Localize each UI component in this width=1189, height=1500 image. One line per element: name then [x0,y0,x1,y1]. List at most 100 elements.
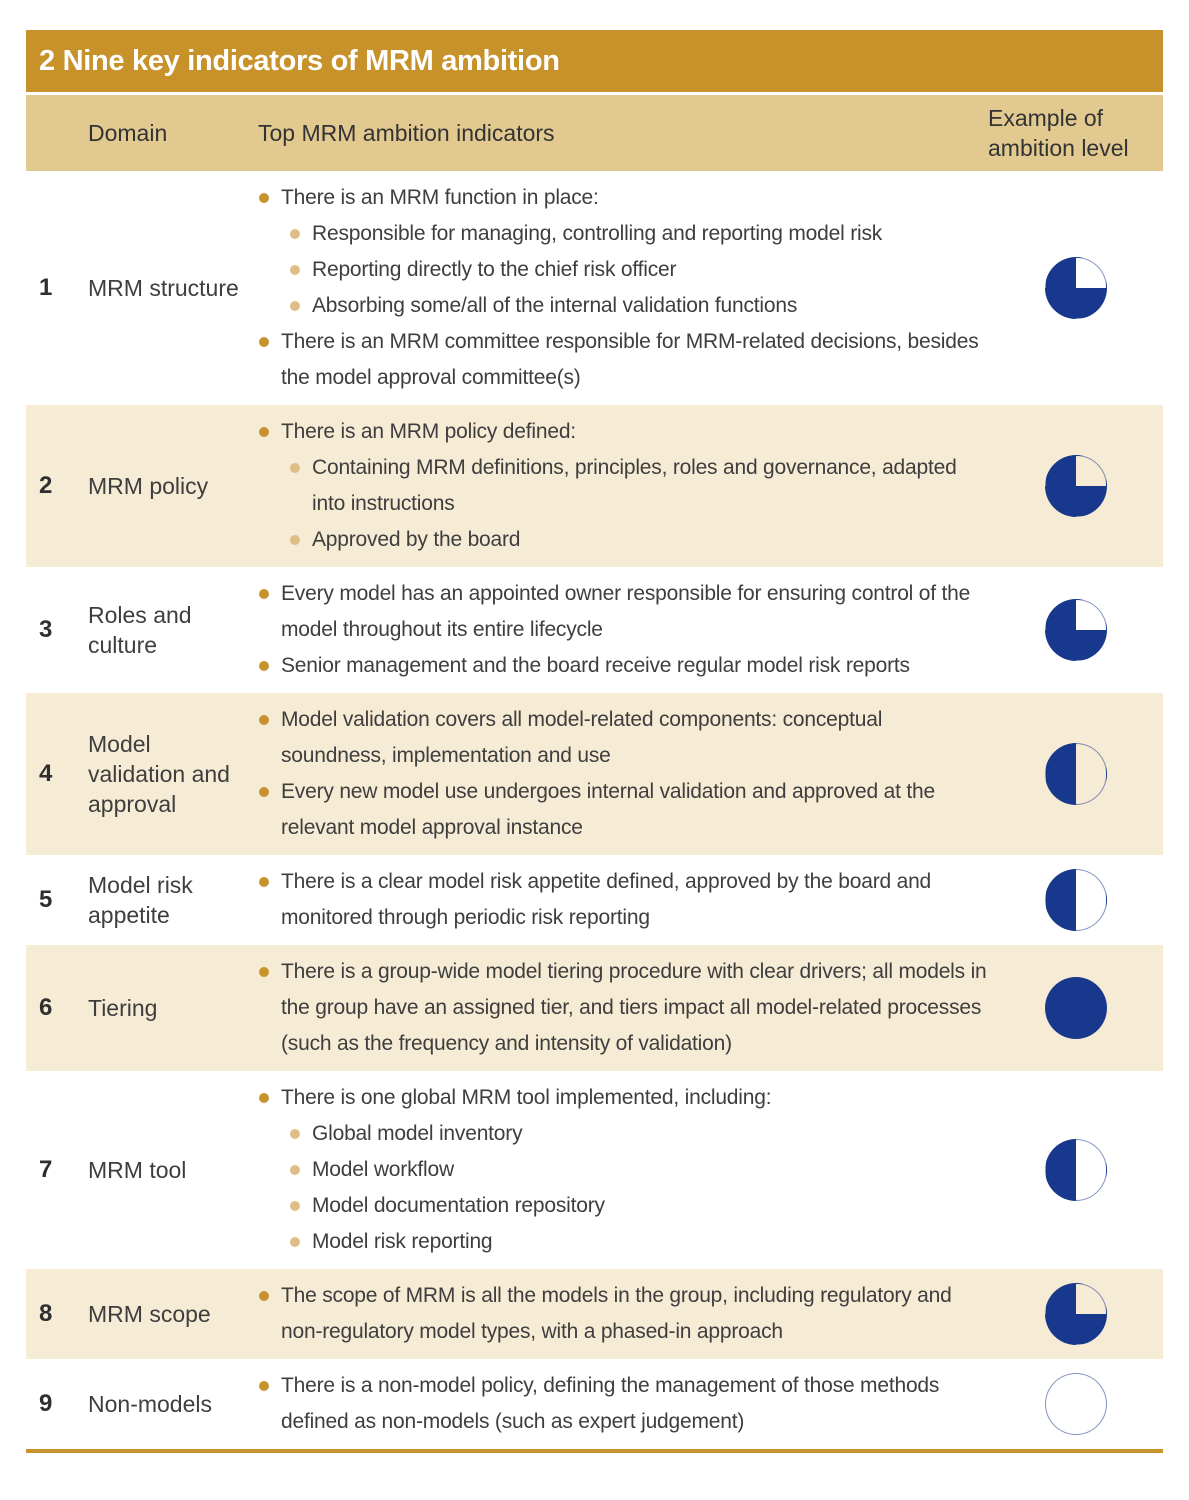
indicator-text: Model documentation repository [312,1194,605,1217]
column-header-domain: Domain [88,119,168,146]
indicator-list: There is a group-wide model tiering proc… [258,954,988,1062]
indicator-list: The scope of MRM is all the models in th… [258,1278,988,1350]
row-number: 3 [39,616,53,643]
ambition-level-pie-icon [1044,1373,1107,1435]
bullet-dot-icon [290,301,300,311]
indicator-text: There is an MRM function in place: [281,186,599,209]
indicator-list: Every model has an appointed owner respo… [258,576,988,684]
indicator-list: There is a clear model risk appetite def… [258,864,988,936]
row-domain: Model risk appetite [88,872,193,928]
ambition-level-pie-icon [1044,599,1107,661]
table-row: 1 MRM structure There is an MRM function… [26,171,1163,405]
row-ambition-cell [988,405,1163,567]
row-domain: MRM scope [88,1301,211,1327]
indicator-text: Every model has an appointed owner respo… [281,582,971,641]
indicator-bullet-item: There is an MRM function in place: [258,180,988,216]
indicator-text: Senior management and the board receive … [281,654,910,677]
ambition-level-pie-icon [1044,455,1107,517]
indicator-bullet-item: Every new model use undergoes internal v… [258,774,988,846]
indicator-bullet-item: There is a group-wide model tiering proc… [258,954,988,1062]
bullet-dot-icon [259,337,269,347]
row-number: 6 [39,994,53,1021]
row-domain: Non-models [88,1391,212,1417]
indicator-bullet-item: There is an MRM committee responsible fo… [258,324,988,396]
table-row: 7 MRM tool There is one global MRM tool … [26,1071,1163,1269]
indicator-text: Containing MRM definitions, principles, … [312,456,957,515]
row-number: 4 [39,760,53,787]
table-row: 2 MRM policy There is an MRM policy defi… [26,405,1163,567]
row-domain: Model validation and approval [88,731,230,817]
row-indicators: Every model has an appointed owner respo… [258,567,988,693]
row-indicators: There is a group-wide model tiering proc… [258,945,988,1071]
ambition-level-pie-icon [1044,1139,1107,1201]
indicator-text: There is one global MRM tool implemented… [281,1086,772,1109]
row-ambition-cell [988,567,1163,693]
indicator-text: Reporting directly to the chief risk off… [312,258,677,281]
indicator-text: Model workflow [312,1158,454,1181]
row-number: 5 [39,886,53,913]
row-domain: Roles and culture [88,602,192,658]
indicator-list: There is a non-model policy, defining th… [258,1368,988,1440]
column-header-row: Domain Top MRM ambition indicators Examp… [26,95,1163,171]
table-body: 1 MRM structure There is an MRM function… [26,171,1163,1449]
table-row: 5 Model risk appetite There is a clear m… [26,855,1163,945]
row-indicators: There is a non-model policy, defining th… [258,1359,988,1449]
bullet-dot-icon [259,1093,269,1103]
bullet-dot-icon [259,787,269,797]
column-header-indicators: Top MRM ambition indicators [258,119,555,146]
bullet-dot-icon [259,1381,269,1391]
indicator-bullet-item: Reporting directly to the chief risk off… [289,252,988,288]
bullet-dot-icon [259,589,269,599]
indicator-bullet-item: Model validation covers all model-relate… [258,702,988,774]
row-number: 2 [39,472,53,499]
indicator-bullet-item: There is a non-model policy, defining th… [258,1368,988,1440]
indicator-text: There is a non-model policy, defining th… [281,1374,940,1433]
row-number: 8 [39,1300,53,1327]
indicator-bullet-item: Model workflow [289,1152,988,1188]
row-domain: MRM tool [88,1157,187,1183]
indicator-text: Model risk reporting [312,1230,493,1253]
indicator-bullet-item: There is a clear model risk appetite def… [258,864,988,936]
bullet-dot-icon [290,1129,300,1139]
row-ambition-cell [988,171,1163,405]
indicator-text: There is an MRM committee responsible fo… [281,330,979,389]
bullet-dot-icon [259,877,269,887]
bullet-dot-icon [259,427,269,437]
bullet-dot-icon [290,265,300,275]
indicator-text: There is a group-wide model tiering proc… [281,960,987,1055]
bullet-dot-icon [290,1201,300,1211]
row-indicators: There is a clear model risk appetite def… [258,855,988,945]
row-ambition-cell [988,945,1163,1071]
indicator-bullet-item: There is an MRM policy defined: [258,414,988,450]
bullet-dot-icon [290,535,300,545]
bullet-dot-icon [290,1237,300,1247]
indicator-text: The scope of MRM is all the models in th… [281,1284,952,1343]
indicator-list: Model validation covers all model-relate… [258,702,988,846]
table-row: 4 Model validation and approval Model va… [26,693,1163,855]
bottom-rule [26,1449,1163,1453]
indicator-text: Absorbing some/all of the internal valid… [312,294,798,317]
figure-title: 2 Nine key indicators of MRM ambition [39,44,560,77]
indicator-text: Model validation covers all model-relate… [281,708,883,767]
indicator-list: There is an MRM function in place: Respon… [258,180,988,396]
column-header-ambition: Example of ambition level [988,105,1129,161]
indicator-text: Approved by the board [312,528,521,551]
ambition-level-pie-icon [1044,977,1107,1039]
row-ambition-cell [988,1269,1163,1359]
figure-title-bar: 2 Nine key indicators of MRM ambition [26,30,1163,92]
indicator-bullet-item: Responsible for managing, controlling an… [289,216,988,252]
indicator-bullet-item: Approved by the board [289,522,988,558]
row-indicators: There is an MRM function in place: Respon… [258,171,988,405]
table-row: 9 Non-models There is a non-model policy… [26,1359,1163,1449]
ambition-level-pie-icon [1044,1283,1107,1345]
row-number: 9 [39,1390,53,1417]
indicator-list: There is an MRM policy defined: Containin… [258,414,988,558]
indicator-bullet-item: The scope of MRM is all the models in th… [258,1278,988,1350]
row-domain: Tiering [88,995,158,1021]
indicator-bullet-item: There is one global MRM tool implemented… [258,1080,988,1116]
ambition-level-pie-icon [1044,257,1107,319]
indicator-text: There is an MRM policy defined: [281,420,576,443]
row-number: 1 [39,274,53,301]
indicator-list: There is one global MRM tool implemented… [258,1080,988,1260]
